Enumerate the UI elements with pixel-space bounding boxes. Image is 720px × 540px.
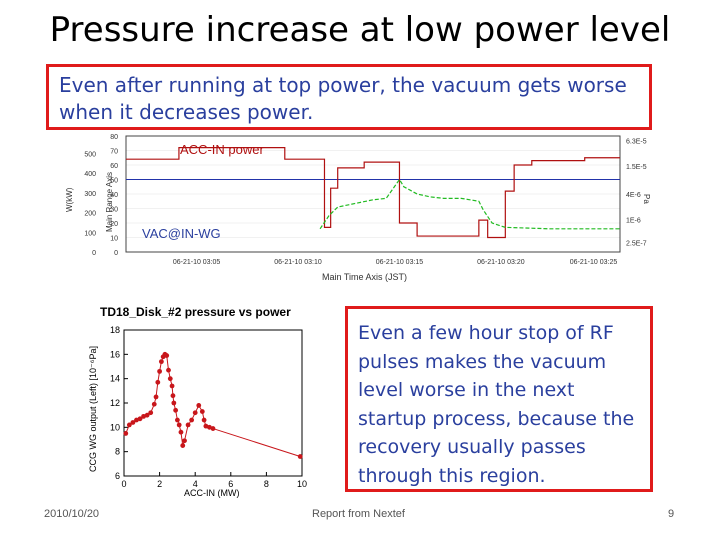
scatter-y-tick: 18 (110, 325, 120, 335)
scatter-point (126, 422, 132, 428)
scatter-point (144, 412, 150, 418)
scatter-point (148, 410, 154, 416)
plot-frame (125, 135, 621, 253)
outer-y-tick: 0 (92, 250, 96, 257)
power-series-line (126, 147, 620, 239)
scatter-y-label: CCG WG output (Left) [10⁻⁶Pa] (88, 346, 98, 472)
inner-y-tick: 50 (110, 178, 118, 185)
scatter-x-tick: 2 (157, 479, 162, 489)
scatter-point (173, 407, 179, 413)
scatter-point (170, 393, 176, 399)
right-y-tick: 6.3E-5 (626, 139, 647, 146)
scatter-y-tick: 10 (110, 422, 120, 432)
scatter-point (199, 409, 205, 414)
x-tick-label: 06-21-10 03:20 (477, 259, 525, 266)
scatter-x-tick: 6 (228, 479, 233, 489)
right-y-tick: 4E-6 (626, 192, 641, 199)
inner-y-tick: 70 (110, 149, 118, 156)
right-y-tick: 1.5E-5 (626, 164, 647, 171)
right-y-tick: 1E-6 (626, 218, 641, 225)
scatter-point (178, 429, 184, 435)
scatter-point (123, 431, 129, 436)
scatter-point (192, 410, 198, 416)
scatter-x-label: ACC-IN (MW) (184, 488, 240, 498)
scatter-point (166, 367, 171, 373)
scatter-y-tick: 8 (115, 447, 120, 457)
scatter-point (176, 422, 182, 428)
outer-y-tick: 100 (84, 230, 96, 237)
scatter-point (189, 417, 195, 423)
scatter-point (153, 394, 159, 400)
scatter-point (169, 383, 175, 389)
scatter-title: TD18_Disk_#2 pressure vs power (100, 305, 291, 319)
vacuum-series-line (319, 178, 620, 230)
right-y-tick: 2.5E-7 (626, 241, 647, 248)
outer-y-tick: 300 (84, 191, 96, 198)
scatter-y-tick: 14 (110, 374, 120, 384)
scatter-point (130, 420, 136, 425)
slide-title: Pressure increase at low power level (49, 10, 671, 50)
scatter-y-tick: 16 (110, 349, 120, 359)
inner-y-tick: 80 (110, 134, 118, 141)
side-note-text: Even a few hour stop of RF pulses makes … (358, 322, 635, 487)
power-annotation: ACC-IN power (180, 142, 264, 157)
inner-y-tick: 40 (110, 192, 118, 199)
scatter-point (137, 416, 143, 422)
side-note-box: Even a few hour stop of RF pulses makes … (345, 306, 653, 492)
outer-y-tick: 400 (84, 171, 96, 178)
scatter-frame (123, 329, 303, 477)
x-tick-label: 06-21-10 03:15 (376, 259, 424, 266)
top-note-box: Even after running at top power, the vac… (46, 64, 652, 130)
inner-y-tick: 0 (114, 250, 118, 257)
pressure-vs-power-chart: TD18_Disk_#2 pressure vs power 0 2 4 6 8 10 6 8… (88, 305, 307, 498)
vacuum-annotation: VAC@IN-WG (142, 226, 221, 241)
scatter-point (151, 401, 157, 407)
scatter-y-tick: 12 (110, 398, 120, 408)
inner-y-tick: 20 (110, 221, 118, 228)
scatter-point (297, 454, 303, 459)
footer-date: 2010/10/20 (44, 508, 100, 520)
scatter-point (201, 417, 207, 423)
scatter-x-tick: 10 (297, 479, 307, 489)
scatter-x-tick: 0 (121, 479, 126, 489)
scatter-y-tick: 6 (115, 471, 120, 481)
right-axis-label: Pa (642, 194, 651, 204)
outer-y-tick: 200 (84, 211, 96, 218)
scatter-point (175, 417, 180, 423)
page-number: 9 (668, 508, 675, 520)
scatter-point (196, 403, 202, 408)
scatter-point (167, 376, 173, 382)
x-tick-label: 06-21-10 03:05 (173, 259, 221, 266)
scatter-point (157, 368, 162, 374)
scatter-point (155, 379, 161, 385)
inner-y-tick: 60 (110, 163, 118, 170)
scatter-x-tick: 4 (193, 479, 198, 489)
footer-center: Report from Nextef (312, 508, 405, 520)
x-tick-label: 06-21-10 03:10 (274, 259, 322, 266)
scatter-point (185, 422, 191, 428)
inner-y-tick: 30 (110, 207, 118, 214)
scatter-point (180, 443, 186, 448)
scatter-point (210, 426, 216, 431)
scatter-point (158, 359, 164, 365)
scatter-x-tick: 8 (264, 479, 269, 489)
time-axis-label: Main Time Axis (JST) (322, 272, 407, 282)
outer-y-axis-label: W(kW) (65, 187, 74, 212)
outer-y-tick: 500 (84, 151, 96, 158)
x-tick-label: 06-21-10 03:25 (570, 259, 618, 266)
scatter-point (182, 438, 187, 444)
scatter-connector-line (125, 353, 301, 458)
inner-y-tick: 10 (110, 236, 118, 243)
inner-y-axis-label: Main Range Axis (105, 172, 114, 232)
scatter-point (164, 353, 170, 358)
scatter-point (171, 400, 177, 406)
time-series-chart: 0 10 20 30 40 50 60 70 80 0 100 200 300 400 500 2.5E-7 1… (65, 134, 651, 282)
top-note-text: Even after running at top power, the vac… (59, 73, 627, 124)
